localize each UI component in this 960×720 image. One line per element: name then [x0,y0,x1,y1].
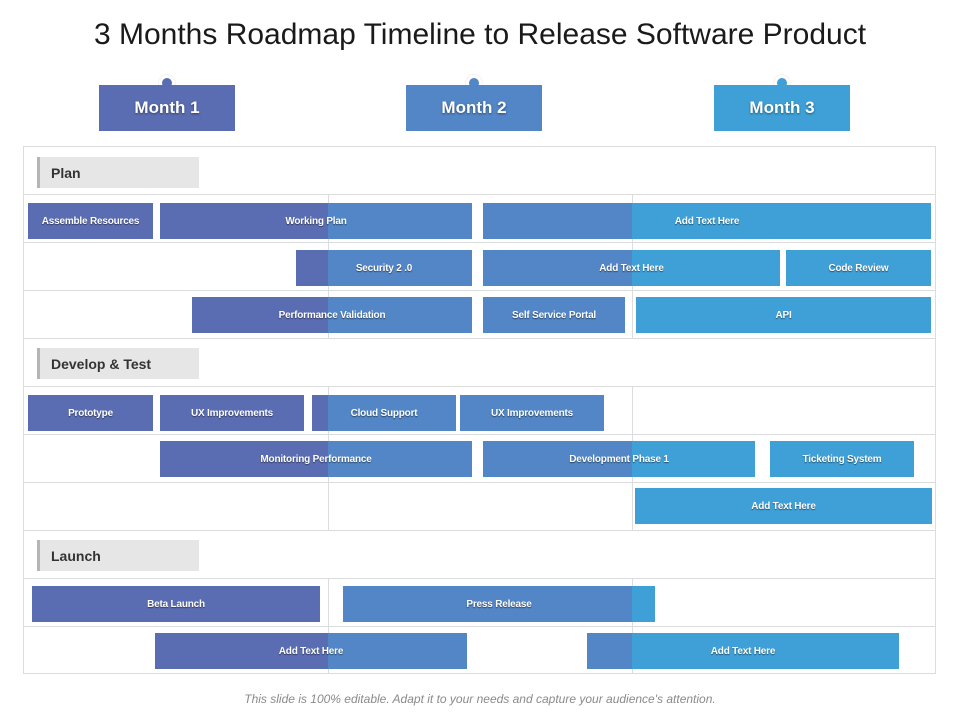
grid-column-divider [328,578,329,674]
task-bar-security: Security 2 .0 [296,250,472,286]
task-bar-add-text-2: Add Text Here [483,250,780,286]
grid-row-divider [23,242,936,243]
grid-row-divider [23,482,936,483]
section-label-plan: Plan [37,157,199,188]
grid-row-divider [23,434,936,435]
task-bar-assemble-resources: Assemble Resources [28,203,153,239]
task-bar-add-text-3: Add Text Here [635,488,932,524]
task-bar-ux-improvements-2: UX Improvements [460,395,604,431]
task-bar-cloud-support: Cloud Support [312,395,456,431]
grid-row-divider [23,290,936,291]
task-bar-add-text-4: Add Text Here [155,633,467,669]
task-bar-add-text-5: Add Text Here [587,633,899,669]
task-bar-beta-launch: Beta Launch [32,586,320,622]
section-label-launch: Launch [37,540,199,571]
task-bar-working-plan: Working Plan [160,203,472,239]
task-bar-prototype: Prototype [28,395,153,431]
task-bar-development-phase-1: Development Phase 1 [483,441,755,477]
grid-row-divider [23,338,936,339]
task-bar-ux-improvements-1: UX Improvements [160,395,304,431]
footer-note: This slide is 100% editable. Adapt it to… [244,692,716,706]
task-bar-code-review: Code Review [786,250,931,286]
section-label-develop-test: Develop & Test [37,348,199,379]
month-2-header: Month 2 [406,85,542,131]
grid-row-divider [23,386,936,387]
timeline-grid [23,146,936,674]
month-1-header: Month 1 [99,85,235,131]
task-bar-press-release: Press Release [343,586,655,622]
grid-column-divider [632,578,633,674]
grid-row-divider [23,578,936,579]
task-bar-self-service-portal: Self Service Portal [483,297,625,333]
page-title: 3 Months Roadmap Timeline to Release Sof… [93,18,867,51]
task-bar-api: API [636,297,931,333]
grid-row-divider [23,530,936,531]
task-bar-add-text-1: Add Text Here [483,203,931,239]
task-bar-performance-validation: Performance Validation [192,297,472,333]
grid-row-divider [23,194,936,195]
month-3-header: Month 3 [714,85,850,131]
task-bar-ticketing-system: Ticketing System [770,441,914,477]
grid-row-divider [23,626,936,627]
task-bar-monitoring-performance: Monitoring Performance [160,441,472,477]
